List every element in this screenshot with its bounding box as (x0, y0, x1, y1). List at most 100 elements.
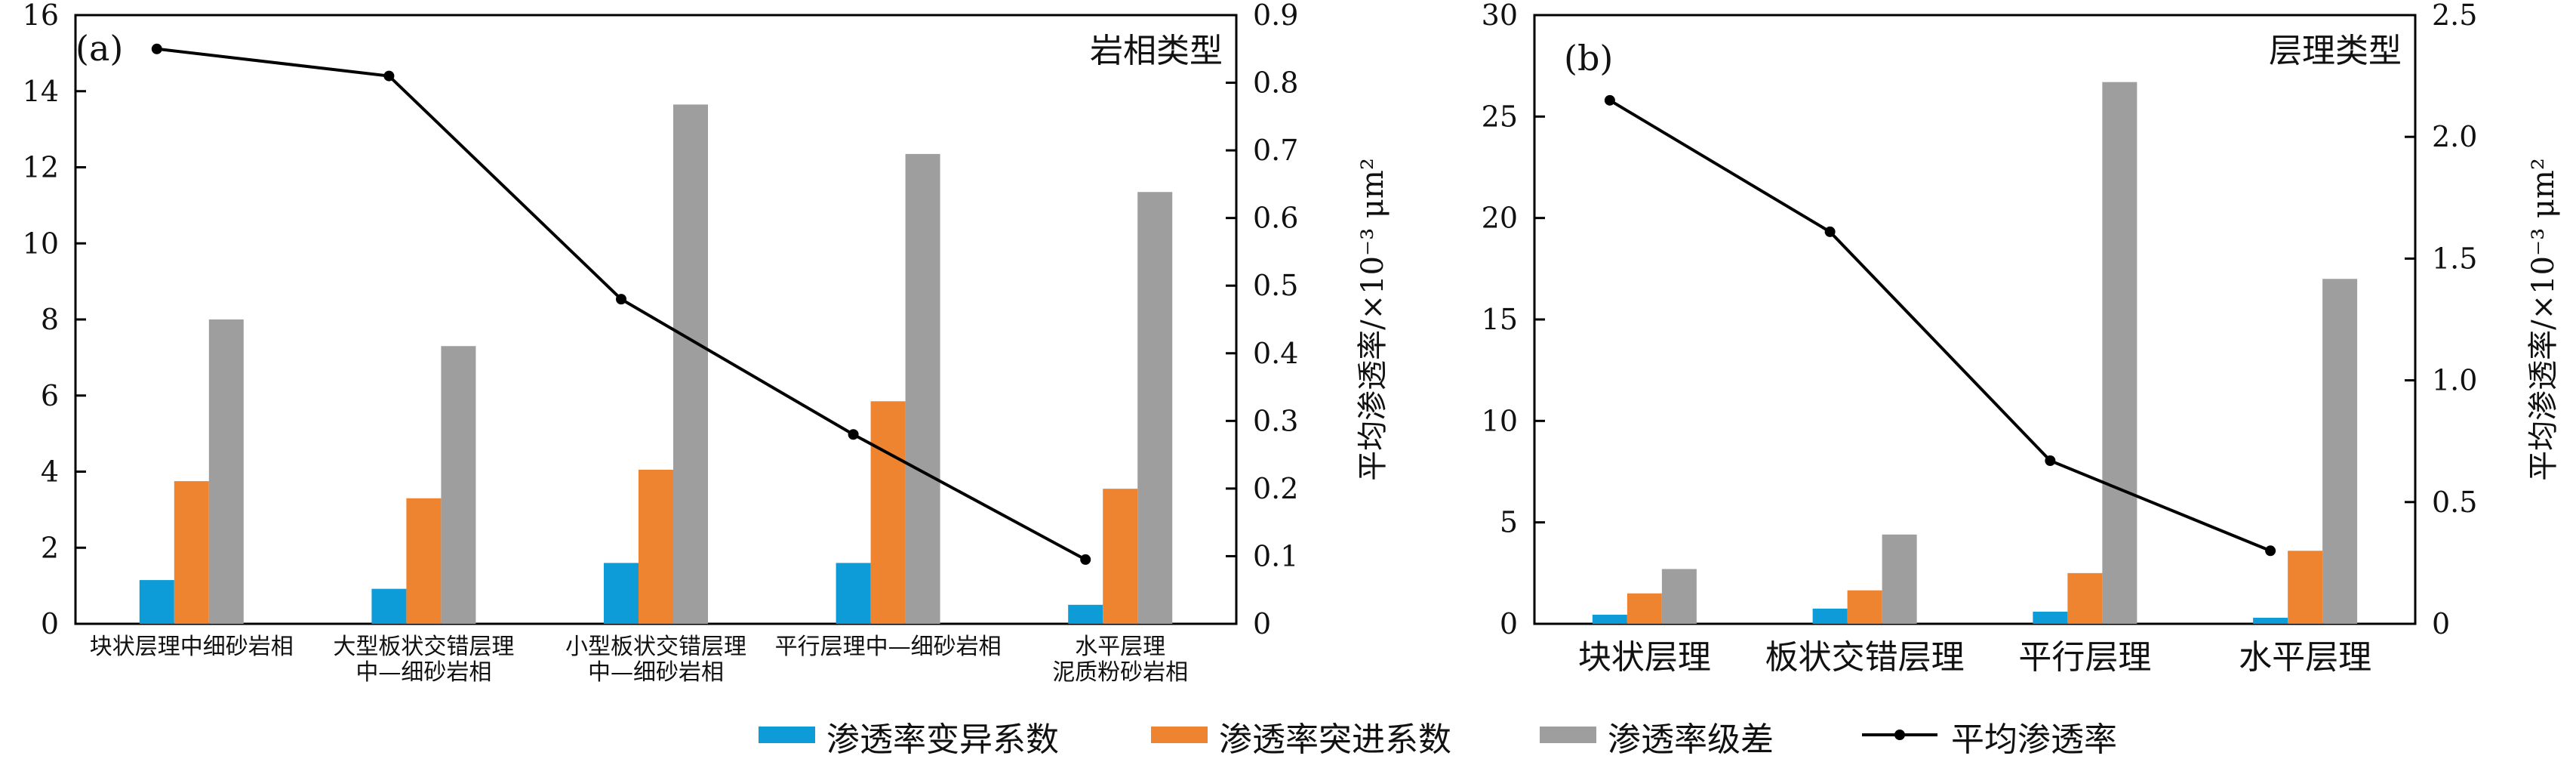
y2-tick-label: 0.5 (1253, 269, 1298, 302)
x-category-label-line: 平行层理中—细砂岩相 (775, 634, 1002, 660)
chart-title: 层理类型 (2269, 32, 2402, 70)
point-mean (151, 43, 162, 54)
bar-breakthrough (406, 498, 442, 624)
x-category-label: 水平层理 (2239, 638, 2371, 677)
x-category-label-line: 块状层理 (1578, 638, 1711, 677)
x-category-label-line: 平行层理 (2018, 638, 2151, 677)
bar-variation (836, 563, 871, 624)
y2-tick-label: 0.8 (1253, 66, 1298, 100)
y-tick-label: 30 (1482, 0, 1518, 32)
x-category-label-line: 水平层理 (2239, 638, 2371, 677)
bar-variation (1812, 608, 1848, 624)
bar-variation (604, 563, 639, 624)
y-tick-label: 14 (23, 75, 59, 108)
y2-tick-label: 0.5 (2432, 486, 2477, 519)
x-category-label-line: 小型板状交错层理 (565, 634, 746, 660)
point-mean (2265, 545, 2276, 557)
x-category-label: 块状层理中细砂岩相 (90, 634, 294, 660)
bar-breakthrough (174, 481, 209, 624)
x-category-label-line: 大型板状交错层理 (333, 634, 514, 660)
y-tick-label: 10 (1482, 404, 1518, 437)
chart-title: 岩相类型 (1090, 32, 1223, 70)
y-tick-label: 25 (1482, 100, 1518, 133)
legend-label-variation: 渗透率变异系数 (826, 720, 1059, 759)
y2-tick-label: 0 (1253, 607, 1271, 640)
x-category-label: 小型板状交错层理中—细砂岩相 (565, 634, 746, 686)
panel-label: (b) (1564, 38, 1613, 79)
bar-variation (139, 580, 174, 624)
bar-variation (1068, 604, 1103, 624)
point-mean (383, 70, 395, 82)
x-category-label: 大型板状交错层理中—细砂岩相 (333, 634, 514, 686)
y2-tick-label: 0.3 (1253, 404, 1298, 437)
x-category-label-line: 中—细砂岩相 (355, 659, 491, 686)
bar-grade (1661, 569, 1697, 624)
x-category-label-line: 块状层理中细砂岩相 (90, 634, 294, 660)
y-tick-label: 4 (41, 455, 59, 489)
line-mean (1608, 99, 2271, 553)
y-tick-label: 20 (1482, 202, 1518, 235)
bar-breakthrough (2288, 551, 2323, 624)
bar-grade (1137, 192, 1173, 624)
y-tick-label: 8 (41, 303, 59, 336)
chart-panel-a: 0 2 4 6 8 10 12 14 16 0 0.1 0.2 0.3 0.4 0.5 0.6 0.7 0.8 0.… (23, 0, 1390, 686)
y-tick-label: 0 (1500, 607, 1518, 640)
bar-variation (2253, 617, 2288, 624)
bar-grade (208, 319, 244, 624)
legend-swatch-grade (1540, 727, 1596, 743)
y2-tick-label: 0.6 (1253, 202, 1298, 235)
point-mean (1604, 94, 1615, 106)
bar-grade (2102, 82, 2137, 624)
bar-breakthrough (1847, 590, 1882, 624)
bar-grade (673, 104, 708, 625)
y2-tick-label: 2.5 (2432, 0, 2477, 32)
y2-tick-label: 0.1 (1253, 539, 1298, 572)
bar-variation (2033, 611, 2068, 624)
bar-breakthrough (1103, 489, 1138, 624)
x-category-label-line: 板状交错层理 (1765, 638, 1965, 677)
x-category-label-line: 水平层理 (1075, 634, 1165, 660)
y-tick-label: 6 (41, 379, 59, 412)
chart-panel-b: 0 5 10 15 20 25 30 0 0.5 1.0 1.5 2.0 2.5 块状层理 板状交错层理 平行… (1482, 0, 2561, 677)
y-tick-label: 12 (23, 151, 59, 184)
bar-breakthrough (870, 401, 906, 624)
bar-breakthrough (1627, 593, 1662, 624)
y2-tick-label: 0 (2432, 607, 2450, 640)
legend-swatch-breakthrough (1151, 727, 1208, 743)
panel-label: (a) (75, 28, 123, 69)
legend-marker-mean (1894, 730, 1905, 740)
y-tick-label: 10 (23, 227, 59, 260)
x-category-label: 平行层理 (2018, 638, 2151, 677)
y2-axis-label: 平均渗透率/×10⁻³ μm² (1356, 158, 1390, 481)
bar-breakthrough (639, 469, 673, 624)
y-tick-label: 0 (41, 607, 59, 640)
bar-grade (441, 346, 476, 624)
x-category-label: 板状交错层理 (1765, 638, 1965, 677)
y2-tick-label: 1.0 (2432, 364, 2477, 397)
x-category-label-line: 泥质粉砂岩相 (1052, 659, 1188, 686)
y2-tick-label: 2.0 (2432, 120, 2477, 153)
bar-grade (905, 153, 940, 624)
bar-variation (371, 588, 407, 624)
y2-tick-label: 0.9 (1253, 0, 1298, 32)
y-tick-label: 2 (41, 531, 59, 564)
y2-tick-label: 0.7 (1253, 134, 1298, 167)
point-mean (616, 294, 626, 305)
bar-grade (2322, 279, 2358, 624)
y2-tick-label: 1.5 (2432, 242, 2477, 275)
y2-tick-label: 0.2 (1253, 472, 1298, 505)
point-mean (2045, 455, 2056, 466)
bar-breakthrough (2067, 572, 2103, 624)
plot-frame (1533, 14, 2417, 625)
legend-label-breakthrough: 渗透率突进系数 (1219, 720, 1451, 759)
legend-swatch-variation (759, 727, 815, 743)
legend-label-mean: 平均渗透率 (1951, 720, 2117, 759)
bar-variation (1592, 614, 1627, 624)
y-tick-label: 15 (1482, 303, 1518, 336)
point-mean (1824, 226, 1836, 237)
point-mean (1080, 554, 1091, 565)
y2-tick-label: 0.4 (1253, 337, 1298, 370)
y-tick-label: 16 (23, 0, 59, 32)
y2-axis-label: 平均渗透率/×10⁻³ μm² (2526, 158, 2561, 481)
